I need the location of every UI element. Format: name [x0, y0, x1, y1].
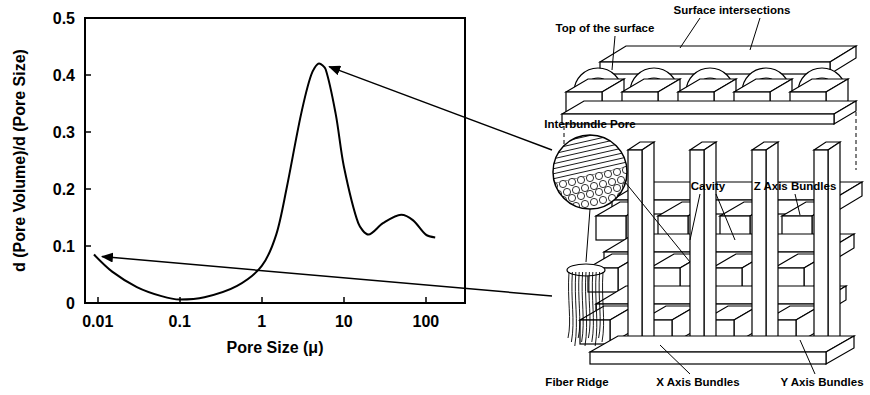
svg-text:0: 0 [66, 295, 75, 312]
svg-text:1: 1 [257, 313, 266, 330]
svg-text:Y Axis Bundles: Y Axis Bundles [780, 376, 863, 388]
svg-text:Interbundle Pore: Interbundle Pore [544, 118, 635, 130]
svg-text:X Axis Bundles: X Axis Bundles [656, 376, 739, 388]
svg-text:Cavity: Cavity [691, 180, 726, 192]
svg-text:10: 10 [335, 313, 353, 330]
svg-text:Top of the surface: Top of the surface [556, 22, 655, 34]
svg-text:0.1: 0.1 [169, 313, 191, 330]
svg-text:Z Axis Bundles: Z Axis Bundles [754, 180, 837, 192]
svg-text:Surface intersections: Surface intersections [674, 4, 791, 16]
svg-text:0.01: 0.01 [82, 313, 113, 330]
svg-text:Pore Size (μ): Pore Size (μ) [227, 339, 324, 356]
svg-text:0.2: 0.2 [53, 181, 75, 198]
svg-text:0.3: 0.3 [53, 124, 75, 141]
svg-text:d (Pore Volume)/d (Pore Size): d (Pore Volume)/d (Pore Size) [11, 49, 28, 272]
svg-text:Fiber Ridge: Fiber Ridge [545, 376, 608, 388]
svg-text:0.1: 0.1 [53, 238, 75, 255]
svg-text:0.4: 0.4 [53, 67, 75, 84]
svg-text:0.5: 0.5 [53, 10, 75, 27]
svg-text:100: 100 [413, 313, 440, 330]
